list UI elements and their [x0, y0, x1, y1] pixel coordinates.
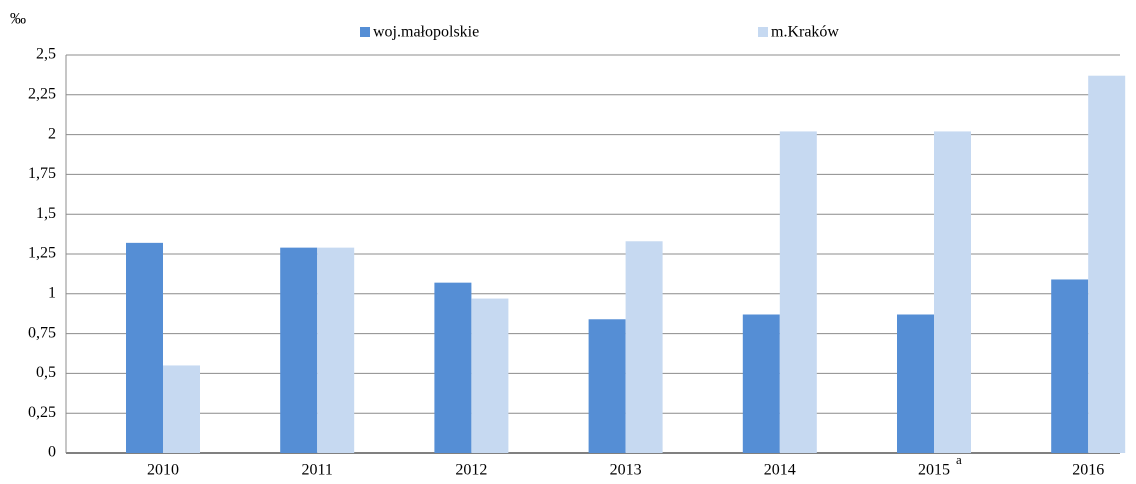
- bar: [897, 314, 934, 453]
- bar: [742, 314, 780, 453]
- x-tick-label: 2011: [301, 462, 332, 479]
- bar: [280, 247, 318, 453]
- y-tick-label: 1,25: [28, 245, 56, 262]
- bar: [934, 131, 971, 453]
- x-tick-label: 2013: [610, 462, 642, 479]
- y-tick-label: 0,5: [36, 364, 56, 381]
- legend-label: m.Kraków: [771, 24, 839, 41]
- y-tick-label: 2,5: [36, 46, 56, 63]
- unit-label: ‰: [10, 11, 26, 28]
- y-tick-label: 2,25: [28, 85, 56, 102]
- x-tick-label: 2010: [147, 462, 179, 479]
- x-tick-label: 2012: [455, 462, 487, 479]
- y-tick-label: 1,75: [28, 165, 56, 182]
- legend-label: woj.małopolskie: [373, 24, 479, 41]
- y-tick-label: 1: [48, 284, 56, 301]
- y-tick-label: 0,75: [28, 324, 56, 341]
- legend-swatch: [758, 27, 768, 37]
- bar: [1051, 279, 1089, 453]
- bar: [434, 282, 472, 453]
- y-tick-label: 0,25: [28, 404, 56, 421]
- x-tick-label: 2014: [764, 462, 796, 479]
- bar: [163, 365, 200, 453]
- annotation: a: [956, 452, 962, 467]
- bar: [779, 131, 817, 453]
- y-tick-label: 2: [48, 125, 56, 142]
- bar: [588, 319, 626, 453]
- bar: [625, 241, 663, 453]
- legend-swatch: [360, 27, 370, 37]
- y-tick-label: 0: [48, 444, 56, 461]
- x-tick-label: 2016: [1072, 462, 1104, 479]
- bar: [317, 247, 355, 453]
- bar: [126, 242, 163, 453]
- bar: [1088, 75, 1126, 454]
- x-tick-label: 2015: [918, 462, 950, 479]
- bar: [471, 298, 509, 453]
- y-tick-label: 1,5: [36, 205, 56, 222]
